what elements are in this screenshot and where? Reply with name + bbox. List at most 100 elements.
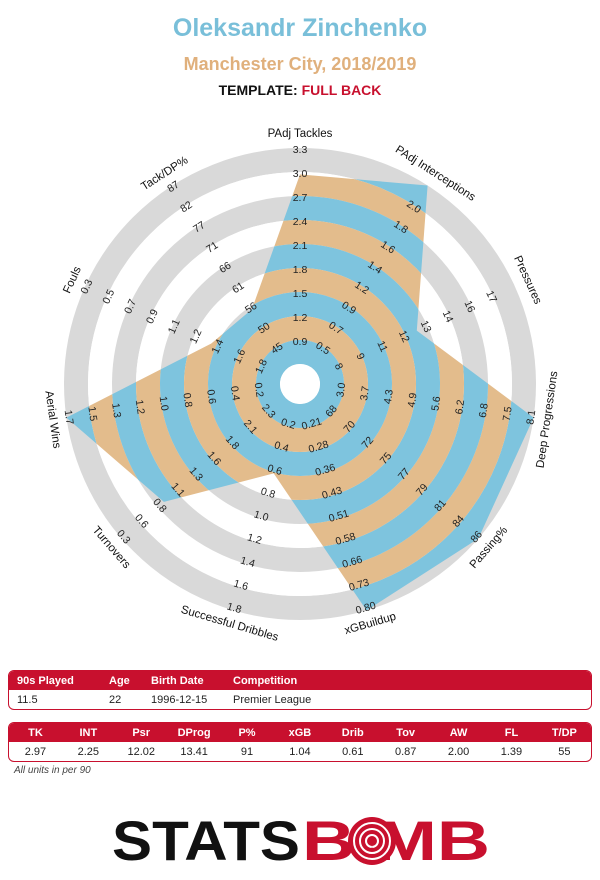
axis-label: xGBuildup xyxy=(343,611,397,637)
tick-label: 1.6 xyxy=(232,577,250,593)
tick-label: 8.1 xyxy=(524,409,538,425)
info-header-cell: Competition xyxy=(233,674,298,687)
tick-label: 1.2 xyxy=(293,312,308,324)
stats-header-cell: INT xyxy=(79,726,98,739)
tick-label: 14 xyxy=(440,309,456,325)
radar-ring xyxy=(64,148,536,620)
tick-label: 1.3 xyxy=(109,402,123,418)
polygon-band xyxy=(256,340,344,428)
tick-label: 3.7 xyxy=(358,385,372,401)
tick-label: 0.73 xyxy=(348,577,371,594)
stats-header-cell: DProg xyxy=(177,726,211,739)
stats-header-cell: Psr xyxy=(132,726,151,739)
info-cell: Premier League xyxy=(233,693,312,706)
tick-label: 1.1 xyxy=(166,317,183,335)
tick-label: 0.43 xyxy=(321,485,344,502)
tick-label: 11 xyxy=(374,339,390,354)
stats-value-cell: 91 xyxy=(240,745,254,758)
info-table: 90s Played Age Birth Date Competition 11… xyxy=(8,670,592,710)
logo-text-bomb: B MB xyxy=(302,809,490,872)
tick-label: 8 xyxy=(332,361,345,371)
tick-label: 0.9 xyxy=(293,336,308,348)
info-table-header: 90s Played Age Birth Date Competition xyxy=(9,671,591,690)
team-season: Manchester City, 2018/2019 xyxy=(183,54,417,74)
tick-label: 0.6 xyxy=(266,462,284,478)
tick-label: 0.4 xyxy=(228,385,242,401)
tick-label: 1.5 xyxy=(85,406,99,422)
stats-header-cell: AW xyxy=(449,726,468,739)
tick-label: 2.1 xyxy=(293,240,308,252)
axis-label: Deep Progressions xyxy=(535,370,561,469)
tick-label: 0.28 xyxy=(307,438,330,455)
tick-label: 0.8 xyxy=(180,392,194,408)
stats-value-cell: 2.25 xyxy=(77,745,100,758)
axis-label: PAdj Tackles xyxy=(268,128,333,140)
tick-label: 1.8 xyxy=(293,264,308,276)
tick-label: 50 xyxy=(256,320,272,336)
template-value: FULL BACK xyxy=(301,82,382,98)
tick-label: 0.3 xyxy=(78,277,95,295)
tick-label: 0.7 xyxy=(122,297,139,315)
stats-value-cell: 2.00 xyxy=(447,745,470,758)
tick-label: 77 xyxy=(191,219,207,235)
tick-label: 0.5 xyxy=(100,287,117,305)
tick-label: 45 xyxy=(269,340,285,356)
tick-label: 71 xyxy=(204,239,220,255)
tick-label: 61 xyxy=(230,280,246,296)
info-header-cell: Age xyxy=(109,674,130,687)
tick-label: 0.6 xyxy=(204,389,218,405)
stats-header-cell: Drib xyxy=(341,726,364,739)
info-header-cell: Birth Date xyxy=(151,674,204,687)
info-table-row: 11.5 22 1996-12-15 Premier League xyxy=(9,690,591,709)
stats-header-cell: TK xyxy=(28,726,43,739)
stats-value-cell: 0.61 xyxy=(342,745,364,758)
polygon-band xyxy=(160,244,440,524)
tick-label: 1.7 xyxy=(62,409,76,425)
tick-label: 1.4 xyxy=(239,554,257,570)
stats-header-cell: xGB xyxy=(288,726,312,739)
tick-label: 5.6 xyxy=(429,395,443,411)
stats-value-cell: 13.41 xyxy=(180,745,208,758)
info-cell: 11.5 xyxy=(17,693,38,706)
radar-center-hole xyxy=(280,364,320,404)
info-cell: 1996-12-15 xyxy=(151,693,208,706)
tick-label: 56 xyxy=(243,300,259,316)
tick-label: 16 xyxy=(462,299,478,315)
tick-label: 3.0 xyxy=(334,382,348,398)
tick-label: 1.8 xyxy=(253,357,270,375)
tick-label: 2.7 xyxy=(293,192,308,204)
tick-label: 0.2 xyxy=(252,382,266,398)
tick-label: 6.2 xyxy=(453,399,467,415)
statsbomb-logo: STATS B MB O xyxy=(112,809,490,872)
tick-label: 82 xyxy=(178,199,194,215)
tick-label: 1.8 xyxy=(225,600,243,616)
stats-header-cell: Tov xyxy=(396,726,416,739)
tick-label: 12 xyxy=(396,329,412,345)
tick-label: 1.2 xyxy=(133,399,147,415)
stats-value-cell: 1.39 xyxy=(500,745,523,758)
tick-label: 4.9 xyxy=(406,392,420,408)
tick-label: 1.5 xyxy=(293,288,308,300)
template-line: TEMPLATE: FULL BACK xyxy=(0,82,600,98)
template-label: TEMPLATE: xyxy=(218,82,298,98)
tick-label: 0.36 xyxy=(314,462,337,479)
stats-table-row: 2.97 2.25 12.02 13.41 91 1.04 0.61 0.87 2.00 1.39… xyxy=(9,742,591,761)
stats-value-cell: 2.97 xyxy=(24,745,47,758)
stats-header-cell: FL xyxy=(504,726,519,739)
tick-label: 9 xyxy=(354,351,367,361)
tick-label: 87 xyxy=(165,179,181,195)
tick-label: 1.4 xyxy=(209,337,226,355)
polygon-band xyxy=(232,316,368,452)
polygon-band xyxy=(208,292,392,476)
stats-table-header: TK INT Psr DProg P% xGB Drib Tov AW FL T/DP xyxy=(9,723,591,742)
tick-label: 4.3 xyxy=(382,389,396,405)
tick-label: 0.2 xyxy=(280,416,298,432)
tick-label: 0.4 xyxy=(273,439,291,455)
tick-label: 3.0 xyxy=(293,168,308,180)
tick-label: 3.3 xyxy=(293,144,308,156)
tick-label: 66 xyxy=(217,259,233,275)
tick-label: 1.6 xyxy=(231,347,248,365)
stats-value-cell: 0.87 xyxy=(394,745,417,758)
info-cell: 22 xyxy=(109,693,122,706)
tick-label: 17 xyxy=(483,289,499,305)
